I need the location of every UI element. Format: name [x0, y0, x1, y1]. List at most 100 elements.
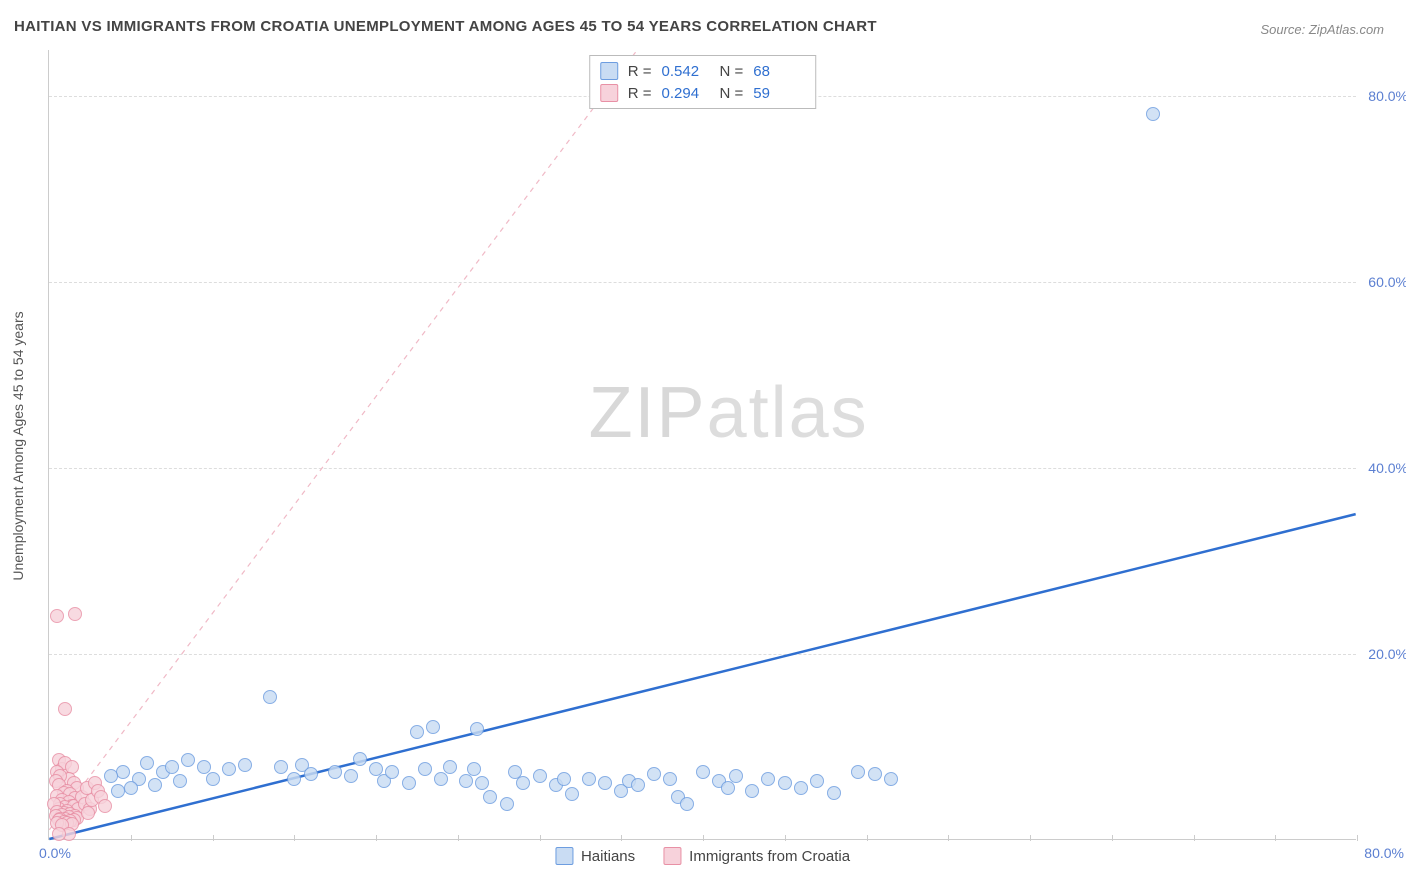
y-tick-label: 40.0% [1368, 460, 1406, 476]
scatter-point [467, 762, 481, 776]
x-tick-mark [867, 835, 868, 841]
legend-swatch [600, 62, 618, 80]
scatter-point [729, 769, 743, 783]
x-tick-mark [376, 835, 377, 841]
x-tick-mark [1030, 835, 1031, 841]
scatter-point [104, 769, 118, 783]
scatter-point [827, 786, 841, 800]
scatter-point [50, 609, 64, 623]
stat-r-value: 0.542 [662, 63, 710, 80]
scatter-point [459, 774, 473, 788]
scatter-point [263, 690, 277, 704]
x-tick-mark [785, 835, 786, 841]
scatter-point [533, 769, 547, 783]
scatter-point [173, 774, 187, 788]
x-tick-mark [1112, 835, 1113, 841]
legend-label: Haitians [581, 848, 635, 865]
scatter-point [206, 772, 220, 786]
scatter-point [111, 784, 125, 798]
x-tick-mark [1194, 835, 1195, 841]
stats-row: R =0.542N =68 [600, 60, 802, 82]
scatter-point [647, 767, 661, 781]
scatter-point [148, 778, 162, 792]
scatter-point [582, 772, 596, 786]
scatter-point [274, 760, 288, 774]
scatter-point [181, 753, 195, 767]
x-tick-mark [540, 835, 541, 841]
y-axis-label: Unemployment Among Ages 45 to 54 years [10, 311, 26, 580]
scatter-point [868, 767, 882, 781]
scatter-point [344, 769, 358, 783]
stat-n-value: 59 [753, 85, 801, 102]
y-tick-label: 60.0% [1368, 274, 1406, 290]
trend-line [49, 50, 637, 830]
x-tick-mark [213, 835, 214, 841]
scatter-point [287, 772, 301, 786]
scatter-point [516, 776, 530, 790]
x-tick-mark [621, 835, 622, 841]
x-origin-label: 0.0% [39, 845, 71, 861]
scatter-point [557, 772, 571, 786]
scatter-point [598, 776, 612, 790]
scatter-point [98, 799, 112, 813]
scatter-point [402, 776, 416, 790]
x-tick-mark [948, 835, 949, 841]
chart-title: HAITIAN VS IMMIGRANTS FROM CROATIA UNEMP… [14, 18, 877, 35]
scatter-point [443, 760, 457, 774]
scatter-point [81, 806, 95, 820]
stat-n-label: N = [720, 63, 744, 80]
scatter-point [851, 765, 865, 779]
scatter-point [475, 776, 489, 790]
series-legend: Haitians Immigrants from Croatia [555, 847, 850, 865]
legend-swatch [555, 847, 573, 865]
scatter-point [721, 781, 735, 795]
trend-line [49, 514, 1355, 839]
y-tick-label: 20.0% [1368, 646, 1406, 662]
stat-r-value: 0.294 [662, 85, 710, 102]
scatter-point [58, 702, 72, 716]
scatter-point [680, 797, 694, 811]
scatter-point [385, 765, 399, 779]
scatter-point [696, 765, 710, 779]
y-tick-label: 80.0% [1368, 88, 1406, 104]
trendlines [49, 50, 1356, 839]
source-attribution: Source: ZipAtlas.com [1260, 22, 1384, 37]
scatter-point [434, 772, 448, 786]
x-tick-mark [131, 835, 132, 841]
scatter-point [483, 790, 497, 804]
legend-swatch [600, 84, 618, 102]
scatter-point [140, 756, 154, 770]
stat-n-label: N = [720, 85, 744, 102]
scatter-point [745, 784, 759, 798]
chart-plot-area: ZIPatlas R =0.542N =68R =0.294N =59 0.0%… [48, 50, 1356, 840]
x-tick-mark [1275, 835, 1276, 841]
scatter-point [165, 760, 179, 774]
scatter-point [304, 767, 318, 781]
scatter-point [222, 762, 236, 776]
scatter-point [500, 797, 514, 811]
scatter-point [470, 722, 484, 736]
scatter-point [794, 781, 808, 795]
scatter-point [810, 774, 824, 788]
legend-swatch [663, 847, 681, 865]
legend-label: Immigrants from Croatia [689, 848, 850, 865]
stat-r-label: R = [628, 85, 652, 102]
legend-item: Haitians [555, 847, 635, 865]
stat-r-label: R = [628, 63, 652, 80]
scatter-point [328, 765, 342, 779]
scatter-point [884, 772, 898, 786]
scatter-point [124, 781, 138, 795]
x-tick-mark [294, 835, 295, 841]
stats-row: R = 0.294 N = 59 [600, 82, 802, 104]
legend-item: Immigrants from Croatia [663, 847, 850, 865]
scatter-point [418, 762, 432, 776]
scatter-point [761, 772, 775, 786]
scatter-point [565, 787, 579, 801]
stats-legend-box: R =0.542N =68R =0.294N =59 [589, 55, 817, 109]
scatter-point [353, 752, 367, 766]
x-tick-marks [49, 835, 1356, 841]
x-tick-mark [1357, 835, 1358, 841]
scatter-point [238, 758, 252, 772]
scatter-point [778, 776, 792, 790]
x-tick-mark [703, 835, 704, 841]
